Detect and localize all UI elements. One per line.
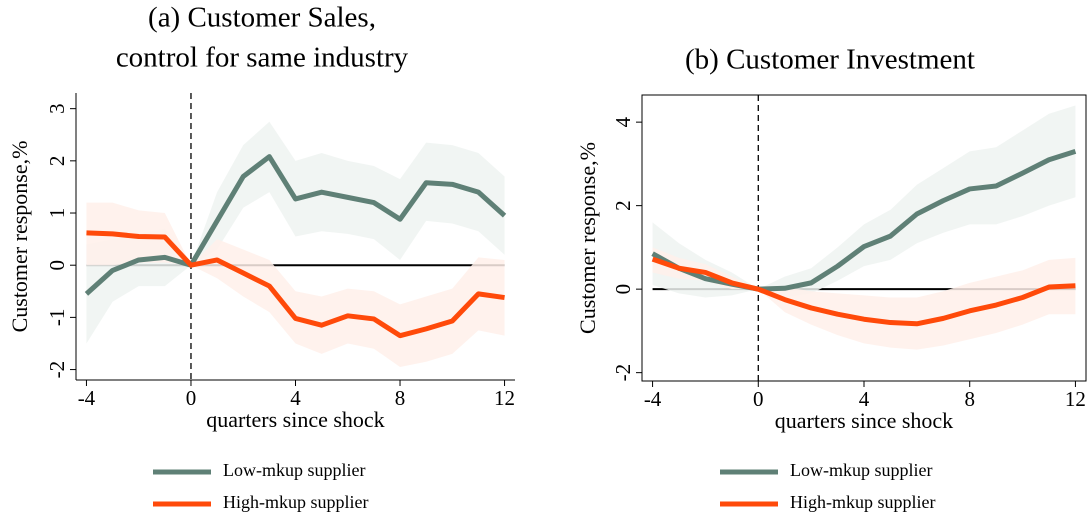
series-line — [84, 154, 507, 296]
x-tick-label: 12 — [1065, 387, 1086, 411]
y-tick-label: 0 — [611, 284, 635, 295]
panel: (a) Customer Sales, control for same indu… — [7, 2, 515, 512]
x-tick-label: 8 — [964, 387, 975, 411]
legend-label: Low-mkup supplier — [790, 460, 932, 480]
x-tick-label: 12 — [494, 386, 515, 410]
y-tick-label: 1 — [45, 208, 69, 219]
legend-label: High-mkup supplier — [223, 492, 369, 512]
y-axis-label: Customer response,% — [575, 142, 600, 334]
chart-title: (b) Customer Investment — [685, 44, 975, 76]
x-tick-label: -4 — [78, 386, 96, 410]
x-tick-label: 0 — [186, 386, 197, 410]
y-tick-label: -1 — [45, 309, 69, 327]
y-tick-label: 3 — [45, 103, 69, 114]
x-tick-label: 0 — [753, 387, 764, 411]
x-axis-label: quarters since shock — [775, 408, 953, 433]
series-line — [86, 230, 505, 339]
confidence-band — [86, 121, 505, 344]
y-tick-label: 2 — [45, 156, 69, 167]
x-axis-label: quarters since shock — [206, 407, 384, 432]
x-tick-label: 8 — [395, 386, 406, 410]
y-tick-label: -2 — [611, 364, 635, 382]
y-tick-label: 4 — [611, 116, 635, 127]
y-tick-label: -2 — [45, 361, 69, 379]
chart-title: (a) Customer Sales, — [148, 2, 376, 34]
y-tick-label: 2 — [611, 200, 635, 211]
legend-label: Low-mkup supplier — [223, 460, 365, 480]
x-tick-label: 4 — [290, 386, 301, 410]
panel: (b) Customer Investment -2 0 2 4 -4 0 4 8 12 quart… — [575, 44, 1087, 512]
confidence-band — [86, 202, 505, 367]
confidence-band — [652, 105, 1076, 298]
series-line — [651, 148, 1077, 292]
y-tick-label: 0 — [45, 260, 69, 271]
x-tick-label: -4 — [644, 387, 662, 411]
chart-title: control for same industry — [116, 42, 409, 74]
y-axis-label: Customer response,% — [7, 141, 32, 333]
confidence-band — [652, 247, 1076, 350]
series-line — [651, 256, 1076, 327]
legend-label: High-mkup supplier — [790, 492, 936, 512]
x-tick-label: 4 — [859, 387, 870, 411]
